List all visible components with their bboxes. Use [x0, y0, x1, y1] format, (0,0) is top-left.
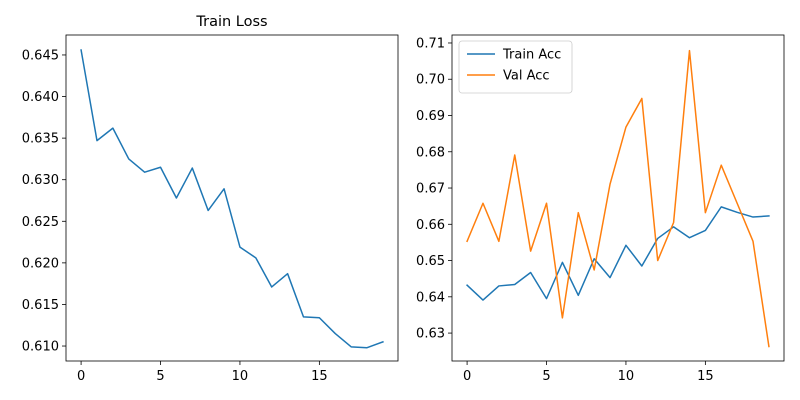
y-tick-label: 0.625 [22, 215, 59, 230]
plot-frame [451, 34, 785, 362]
y-tick-label: 0.63 [416, 327, 445, 342]
y-tick-label: 0.620 [22, 256, 59, 271]
y-tick-label: 0.65 [416, 254, 445, 269]
x-tick-label: 5 [156, 369, 164, 384]
y-tick-label: 0.64 [416, 290, 445, 305]
legend-label: Val Acc [503, 69, 550, 84]
y-tick-label: 0.640 [22, 90, 59, 105]
chart-title: Train Loss [195, 14, 267, 30]
y-tick-label: 0.630 [22, 173, 59, 188]
y-tick-label: 0.67 [416, 182, 445, 197]
x-tick-label: 10 [232, 369, 249, 384]
x-tick-label: 15 [697, 369, 714, 384]
x-tick-label: 10 [618, 369, 635, 384]
x-tick-label: 0 [463, 369, 471, 384]
y-tick-label: 0.69 [416, 109, 445, 124]
y-tick-label: 0.68 [416, 145, 445, 160]
train-loss-panel: Train Loss 0 5 10 15 0.610 0.615 0.620 0.625 0.63… [22, 14, 399, 384]
legend: Train Acc Val Acc [458, 40, 573, 94]
series-line-0 [80, 49, 384, 349]
x-tick-label: 5 [542, 369, 550, 384]
series-line-train-acc [466, 206, 770, 301]
x-tick-label: 15 [311, 369, 328, 384]
y-tick-label: 0.66 [416, 218, 445, 233]
y-tick-label: 0.615 [22, 298, 59, 313]
series-line-val-acc [466, 49, 770, 348]
plot-frame [65, 34, 399, 362]
y-tick-label: 0.645 [22, 48, 59, 63]
y-tick-label: 0.70 [416, 73, 445, 88]
legend-label: Train Acc [502, 48, 561, 63]
y-tick-label: 0.71 [416, 36, 445, 51]
accuracy-panel: 0 5 10 15 0.63 0.64 0.65 0.66 0.67 0.68 0.69 0.70 0.… [416, 34, 785, 384]
y-tick-label: 0.635 [22, 132, 59, 147]
x-tick-label: 0 [77, 369, 85, 384]
y-tick-label: 0.610 [22, 340, 59, 355]
